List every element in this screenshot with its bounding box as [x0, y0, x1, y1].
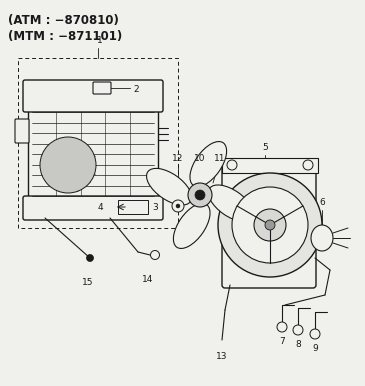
Circle shape	[232, 187, 308, 263]
Ellipse shape	[208, 185, 253, 222]
Ellipse shape	[311, 225, 333, 251]
Text: 12: 12	[172, 154, 184, 163]
Text: 15: 15	[82, 278, 94, 287]
Bar	[28, 88, 158, 208]
FancyBboxPatch shape	[23, 196, 163, 220]
FancyBboxPatch shape	[15, 119, 29, 143]
Ellipse shape	[146, 168, 192, 205]
Text: 14: 14	[142, 275, 154, 284]
Circle shape	[310, 329, 320, 339]
Text: 2: 2	[133, 85, 139, 93]
Bar	[118, 200, 148, 214]
Circle shape	[188, 183, 212, 207]
FancyBboxPatch shape	[23, 80, 163, 112]
Text: 11: 11	[214, 154, 226, 163]
FancyBboxPatch shape	[93, 82, 111, 94]
Text: 4: 4	[97, 203, 103, 213]
Ellipse shape	[173, 203, 210, 249]
Text: (ATM : −870810): (ATM : −870810)	[8, 14, 119, 27]
Circle shape	[218, 173, 322, 277]
Text: 8: 8	[295, 340, 301, 349]
FancyBboxPatch shape	[222, 165, 316, 288]
Circle shape	[40, 137, 96, 193]
Ellipse shape	[190, 142, 227, 187]
Circle shape	[195, 190, 205, 200]
Text: (MTM : −871101): (MTM : −871101)	[8, 30, 122, 43]
Circle shape	[172, 200, 184, 212]
Circle shape	[87, 254, 93, 261]
Text: 10: 10	[194, 154, 206, 163]
Circle shape	[303, 160, 313, 170]
Bar	[222, 158, 318, 173]
Circle shape	[277, 322, 287, 332]
Text: 13: 13	[216, 352, 228, 361]
Text: 7: 7	[279, 337, 285, 346]
Circle shape	[265, 220, 275, 230]
Circle shape	[254, 209, 286, 241]
Bar	[18, 58, 178, 228]
Circle shape	[227, 160, 237, 170]
Circle shape	[176, 204, 180, 208]
Text: 9: 9	[312, 344, 318, 353]
Text: 3: 3	[152, 203, 158, 213]
Text: 5: 5	[262, 143, 268, 152]
Circle shape	[150, 251, 160, 259]
Text: 1: 1	[97, 36, 103, 45]
Circle shape	[293, 325, 303, 335]
Text: 6: 6	[319, 198, 325, 207]
